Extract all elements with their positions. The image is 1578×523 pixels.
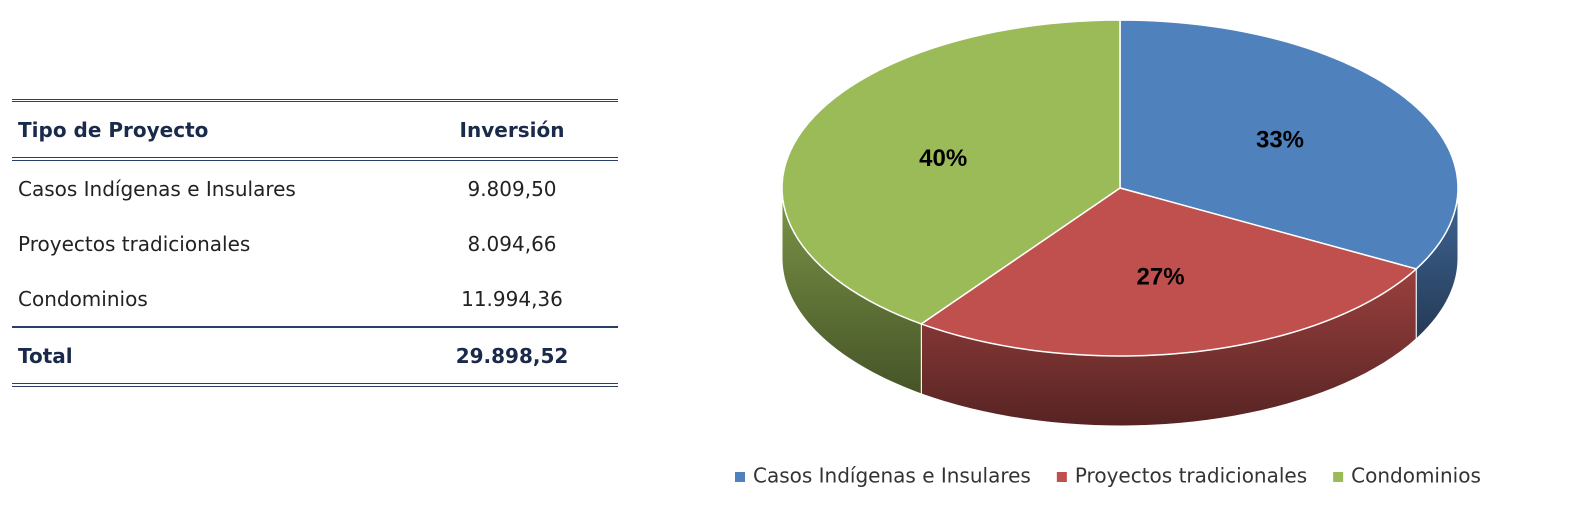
legend-label: Casos Indígenas e Insulares	[753, 464, 1031, 488]
data-table: Tipo de Proyecto Inversión Casos Indígen…	[12, 99, 618, 387]
legend-label: Condominios	[1351, 464, 1481, 488]
data-label: 27%	[1137, 264, 1185, 291]
data-label: 33%	[1256, 126, 1304, 153]
cell: Proyectos tradicionales	[18, 231, 251, 256]
cell: Casos Indígenas e Insulares	[18, 176, 296, 201]
header-row: Tipo de Proyecto Inversión	[12, 99, 618, 161]
cell: 11.994,36	[461, 286, 563, 311]
pie-slice	[781, 19, 1121, 325]
pie-slice	[1119, 19, 1459, 270]
total-cell: 29.898,52	[406, 326, 618, 387]
row: Casos Indígenas e Insulares 9.809,50	[12, 159, 618, 216]
legend-swatch	[1056, 472, 1067, 482]
header-cell: Inversión	[406, 99, 618, 161]
legend-swatch	[1333, 472, 1344, 482]
total-cell: Total	[12, 326, 406, 387]
cell: 9.809,50	[467, 176, 557, 201]
legend-label: Proyectos tradicionales	[1075, 464, 1307, 488]
header-cell: Tipo de Proyecto	[12, 99, 406, 161]
legend-swatch	[735, 472, 745, 482]
data-label: 40%	[919, 145, 967, 172]
row: Condominios 11.994,36	[12, 271, 618, 327]
cell: Condominios	[18, 286, 148, 311]
row: Proyectos tradicionales 8.094,66	[12, 216, 618, 271]
cell: 8.094,66	[467, 231, 557, 256]
total-row: Total 29.898,52	[12, 326, 618, 387]
pie-slice	[919, 187, 1418, 357]
